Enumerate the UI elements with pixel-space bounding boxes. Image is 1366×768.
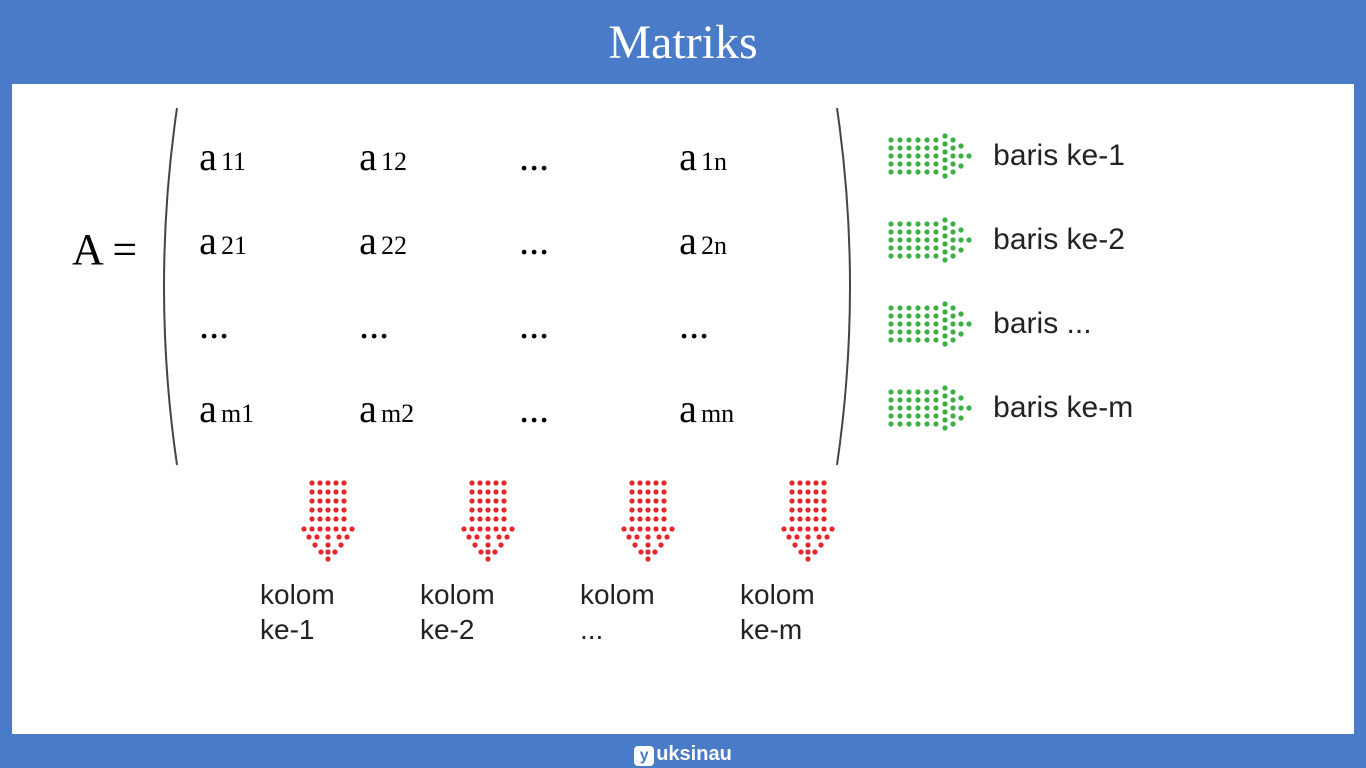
matrix-cell: ...	[347, 282, 507, 366]
matrix-area: A = a11a12...a1na21a22...a2n............…	[72, 104, 1354, 469]
col-label-item: kolomke-m	[728, 477, 888, 647]
cell-base: ...	[359, 301, 389, 348]
row-label-item: baris ke-m	[885, 366, 1133, 450]
cell-subscript: mn	[701, 399, 734, 429]
cell-base: a	[359, 385, 377, 432]
matrix-cell: am1	[187, 366, 347, 450]
matrix-cell: a2n	[667, 198, 827, 282]
matrix-grid: a11a12...a1na21a22...a2n............am1a…	[181, 104, 833, 469]
arrow-right-icon	[885, 215, 975, 265]
matrix-cell: a1n	[667, 114, 827, 198]
col-label-text: kolomke-2	[408, 577, 495, 647]
matrix-cell: amn	[667, 366, 827, 450]
arrow-down-icon	[301, 477, 355, 563]
cell-subscript: 1n	[701, 147, 727, 177]
cell-subscript: 21	[221, 231, 247, 261]
cell-base: ...	[199, 301, 229, 348]
row-label-item: baris ke-2	[885, 198, 1133, 282]
matrix-cell: a12	[347, 114, 507, 198]
row-label-text: baris ke-2	[993, 223, 1125, 257]
cell-base: a	[199, 385, 217, 432]
page-header: Matriks	[0, 0, 1366, 84]
row-labels: baris ke-1 baris ke-2 baris ... baris ke-m	[885, 104, 1133, 450]
arrow-right-icon	[885, 383, 975, 433]
col-label-text: kolomke-1	[248, 577, 335, 647]
matrix-cell: a21	[187, 198, 347, 282]
cell-base: a	[199, 133, 217, 180]
cell-base: a	[679, 133, 697, 180]
arrow-down-icon	[621, 477, 675, 563]
matrix-cell: ...	[507, 198, 667, 282]
footer-badge: y	[634, 746, 654, 766]
col-label-item: kolom...	[568, 477, 728, 647]
row-label-item: baris ...	[885, 282, 1133, 366]
cell-subscript: 2n	[701, 231, 727, 261]
col-label-item: kolomke-2	[408, 477, 568, 647]
cell-base: a	[679, 385, 697, 432]
matrix-cell: am2	[347, 366, 507, 450]
matrix-cell: ...	[507, 366, 667, 450]
footer-text: uksinau	[656, 743, 732, 765]
cell-base: a	[199, 217, 217, 264]
cell-subscript: 22	[381, 231, 407, 261]
col-label-text: kolom...	[568, 577, 655, 647]
paren-right	[833, 104, 867, 469]
cell-subscript: 11	[221, 147, 246, 177]
footer-brand: yuksinau	[0, 743, 1366, 766]
matrix-cell: ...	[507, 282, 667, 366]
cell-base: ...	[519, 217, 549, 264]
cell-base: a	[679, 217, 697, 264]
matrix-cell: a22	[347, 198, 507, 282]
cell-base: a	[359, 217, 377, 264]
matrix-cell: ...	[667, 282, 827, 366]
page-title: Matriks	[608, 15, 757, 70]
paren-left	[147, 104, 181, 469]
matrix-lhs: A =	[72, 104, 147, 275]
cell-base: ...	[519, 385, 549, 432]
row-label-text: baris ke-1	[993, 139, 1125, 173]
cell-base: ...	[519, 301, 549, 348]
arrow-right-icon	[885, 131, 975, 181]
arrow-right-icon	[885, 299, 975, 349]
arrow-down-icon	[461, 477, 515, 563]
matrix-cell: ...	[187, 282, 347, 366]
row-label-text: baris ke-m	[993, 391, 1133, 425]
matrix-wrap: a11a12...a1na21a22...a2n............am1a…	[147, 104, 867, 469]
cell-subscript: m1	[221, 399, 254, 429]
cell-base: ...	[679, 301, 709, 348]
matrix-cell: a11	[187, 114, 347, 198]
row-label-text: baris ...	[993, 307, 1091, 341]
matrix-cell: ...	[507, 114, 667, 198]
cell-base: ...	[519, 133, 549, 180]
cell-base: a	[359, 133, 377, 180]
arrow-down-icon	[781, 477, 835, 563]
content-panel: A = a11a12...a1na21a22...a2n............…	[12, 84, 1354, 734]
col-label-item: kolomke-1	[248, 477, 408, 647]
col-label-text: kolomke-m	[728, 577, 815, 647]
cell-subscript: 12	[381, 147, 407, 177]
row-label-item: baris ke-1	[885, 114, 1133, 198]
col-labels: kolomke-1 kolomke-2 kolom... kolomke-m	[248, 477, 1354, 647]
cell-subscript: m2	[381, 399, 414, 429]
